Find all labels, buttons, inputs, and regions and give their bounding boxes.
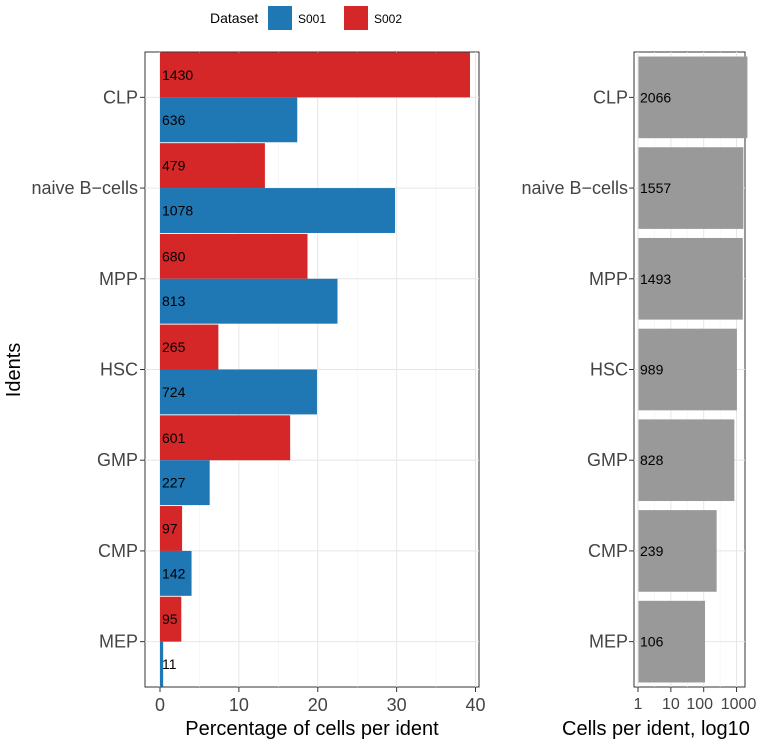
- bar-count-mpp: [638, 237, 743, 320]
- y-tick-label-mep: MEP: [99, 632, 138, 652]
- bar-s002-naive-b-cells: [160, 143, 265, 189]
- bar-s002-mep: [160, 596, 182, 642]
- y-tick-label-naive-b-cells: naive B−cells: [31, 178, 138, 198]
- bar-s001-naive-b-cells: [160, 188, 396, 233]
- bar-count-hsc: [638, 328, 737, 411]
- bar-s001-hsc: [160, 369, 317, 415]
- y-tick-label-count-cmp: CMP: [588, 541, 628, 561]
- x-tick-label-40: 40: [466, 695, 486, 715]
- x-tick-label-0: 0: [155, 695, 165, 715]
- bar-label-count-gmp: 828: [640, 452, 664, 468]
- bar-s002-gmp: [160, 415, 291, 461]
- y-tick-label-count-clp: CLP: [593, 87, 628, 107]
- y-tick-label-count-mpp: MPP: [589, 269, 628, 289]
- bar-s001-gmp: [160, 460, 210, 506]
- y-tick-label-mpp: MPP: [99, 269, 138, 289]
- x-tick-label-10: 10: [229, 695, 249, 715]
- y-tick-label-clp: CLP: [103, 87, 138, 107]
- bar-s002-cmp: [160, 506, 183, 551]
- bar-count-gmp: [638, 419, 735, 502]
- x-tick-label-20: 20: [308, 695, 328, 715]
- y-tick-label-count-hsc: HSC: [590, 360, 628, 380]
- y-axis-title: Idents: [3, 343, 25, 397]
- bar-label-s001-clp: 636: [162, 112, 186, 128]
- bar-count-cmp: [638, 510, 717, 592]
- bar-label-count-naive-b-cells: 1557: [640, 180, 671, 196]
- y-tick-label-hsc: HSC: [100, 360, 138, 380]
- bar-s002-hsc: [160, 324, 219, 370]
- bar-label-s002-naive-b-cells: 479: [162, 158, 186, 174]
- legend-label-s001: S001: [298, 12, 326, 26]
- bar-label-s002-gmp: 601: [162, 430, 186, 446]
- bar-label-s001-mep: 11: [162, 656, 177, 672]
- bar-s001-clp: [160, 97, 298, 143]
- x-axis-title-count: Cells per ident, log10: [562, 718, 750, 740]
- bar-label-s001-cmp: 142: [162, 565, 186, 581]
- bar-label-count-mep: 106: [640, 634, 664, 650]
- bar-s002-mpp: [160, 233, 308, 279]
- bar-label-s002-mpp: 680: [162, 248, 186, 264]
- bar-label-count-hsc: 989: [640, 362, 664, 378]
- x-tick-label-log-10: 10: [662, 696, 680, 713]
- bar-count-naive-b-cells: [638, 147, 744, 229]
- x-tick-label-log-1000: 1000: [721, 696, 757, 713]
- bar-label-s001-hsc: 724: [162, 384, 186, 400]
- bar-label-count-cmp: 239: [640, 543, 664, 559]
- x-axis-title-percentage: Percentage of cells per ident: [185, 718, 439, 740]
- bar-s001-mep: [160, 641, 164, 687]
- x-tick-label-30: 30: [387, 695, 407, 715]
- legend-swatch-s002: [344, 6, 368, 30]
- bar-s002-clp: [160, 52, 470, 98]
- bar-label-s001-naive-b-cells: 1078: [162, 203, 193, 219]
- legend-title: Dataset: [210, 10, 258, 26]
- x-tick-label-log-1: 1: [634, 696, 643, 713]
- bar-label-count-clp: 2066: [640, 89, 671, 105]
- legend-label-s002: S002: [374, 12, 402, 26]
- y-tick-label-count-mep: MEP: [589, 632, 628, 652]
- bar-label-s002-hsc: 265: [162, 339, 186, 355]
- y-tick-label-gmp: GMP: [97, 450, 138, 470]
- bar-s001-mpp: [160, 278, 338, 324]
- percentage-panel: 1430 636 CLP 479 1078 naive B−cells 680 813 MPP 2…: [31, 51, 486, 715]
- y-tick-label-count-naive-b-cells: naive B−cells: [521, 178, 628, 198]
- bar-label-s002-cmp: 97: [162, 520, 178, 536]
- legend-swatch-s001: [268, 6, 292, 30]
- count-panel: 2066 CLP 1557 naive B−cells 1493 MPP 989 HSC 828…: [521, 51, 757, 713]
- legend: Dataset S001 S002: [210, 6, 402, 30]
- bar-label-s001-mpp: 813: [162, 293, 186, 309]
- bar-label-s002-mep: 95: [162, 611, 178, 627]
- bar-count-mep: [638, 600, 706, 683]
- bar-label-s002-clp: 1430: [162, 67, 193, 83]
- bar-count-clp: [638, 56, 748, 139]
- y-tick-label-count-gmp: GMP: [587, 450, 628, 470]
- y-tick-label-cmp: CMP: [98, 541, 138, 561]
- x-tick-label-log-100: 100: [686, 696, 713, 713]
- bar-s001-cmp: [160, 550, 192, 596]
- bar-label-s001-gmp: 227: [162, 475, 186, 491]
- bar-label-count-mpp: 1493: [640, 271, 671, 287]
